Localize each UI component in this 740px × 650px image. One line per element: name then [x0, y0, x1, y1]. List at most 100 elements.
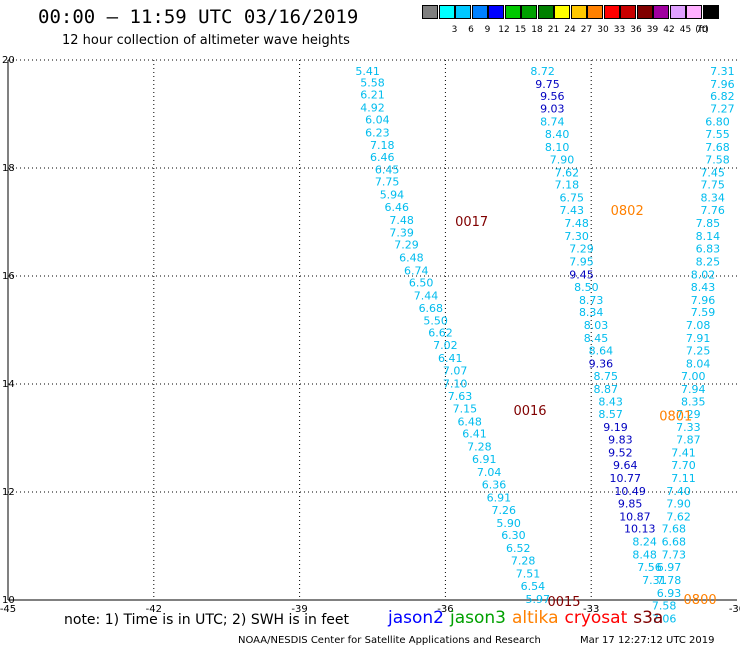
data-point-label: 7.27	[710, 103, 735, 116]
legend-swatch	[422, 5, 438, 19]
data-point-label: 8.43	[598, 395, 623, 408]
data-point-label: 8.64	[589, 345, 614, 358]
data-point-label: 6.83	[696, 242, 721, 255]
time-annotation: 0015	[547, 595, 580, 610]
y-tick-label: 10	[2, 595, 15, 606]
data-point-label: 7.41	[671, 447, 696, 460]
data-point-label: 8.03	[584, 319, 609, 332]
legend-swatch	[488, 5, 504, 19]
data-point-label: 7.28	[467, 441, 492, 454]
data-point-label: 6.36	[482, 478, 507, 491]
legend-label: 30	[597, 25, 609, 35]
legend-swatch	[521, 5, 537, 19]
units-note: note: 1) Time is in UTC; 2) SWH is in fe…	[64, 612, 350, 628]
data-point-label: 7.90	[550, 153, 575, 166]
y-tick-label: 14	[2, 379, 15, 390]
legend-swatch	[570, 5, 587, 19]
data-point-label: 6.48	[457, 415, 482, 428]
data-point-label: 5.41	[355, 65, 380, 78]
data-point-label: 7.76	[700, 204, 725, 217]
data-point-label: 7.48	[564, 217, 589, 230]
data-point-label: 6.52	[506, 542, 531, 555]
data-point-label: 7.18	[370, 139, 395, 152]
y-tick-label: 12	[2, 487, 15, 498]
data-point-label: 8.34	[579, 306, 604, 319]
data-point-label: 7.87	[676, 434, 701, 447]
legend-label: 33	[613, 25, 626, 35]
satellite-label: jason3	[450, 608, 506, 628]
chart-subtitle: 12 hour collection of altimeter wave hei…	[62, 33, 350, 48]
data-point-label: 7.96	[691, 294, 716, 307]
data-point-label: 7.63	[448, 390, 473, 403]
legend-label: 45	[679, 25, 692, 35]
data-point-label: 7.29	[676, 408, 701, 421]
data-point-label: 7.06	[652, 612, 677, 625]
data-point-label: 7.30	[564, 230, 589, 243]
data-point-label: 6.68	[419, 302, 444, 315]
legend-label: 9	[484, 25, 491, 35]
legend-unit: (ft)	[695, 25, 709, 35]
legend-swatch	[620, 5, 636, 19]
data-point-label: 10.49	[614, 485, 646, 498]
legend-label: 6	[468, 25, 474, 35]
data-point-label: 7.43	[560, 204, 585, 217]
legend-swatch	[669, 5, 686, 19]
legend-swatch	[603, 5, 620, 19]
data-point-label: 6.04	[365, 113, 390, 126]
data-point-label: 6.97	[657, 561, 682, 574]
data-point-label: 7.28	[511, 555, 536, 568]
legend-swatch	[653, 5, 669, 19]
data-point-label: 8.35	[681, 395, 706, 408]
data-point-label: 5.97	[525, 593, 550, 606]
data-point-label: 7.31	[710, 65, 735, 78]
footer-credit: NOAA/NESDIS Center for Satellite Applica…	[238, 635, 541, 646]
time-annotation: 0017	[455, 215, 488, 230]
data-point-label: 6.50	[409, 276, 434, 289]
time-annotation: 0802	[611, 204, 644, 219]
data-point-label: 6.41	[438, 352, 463, 365]
data-point-label: 8.40	[545, 128, 570, 141]
y-tick-label: 20	[2, 55, 15, 66]
legend-swatch	[471, 5, 488, 19]
data-point-label: 6.23	[365, 126, 390, 139]
data-point-label: 7.70	[671, 459, 696, 472]
data-point-label: 9.19	[603, 421, 628, 434]
data-point-label: 8.25	[696, 255, 721, 268]
data-point-label: 7.75	[700, 179, 725, 192]
data-point-label: 8.24	[632, 536, 657, 549]
data-point-label: 7.31	[642, 574, 667, 587]
legend-swatch	[504, 5, 521, 19]
data-point-label: 8.43	[691, 281, 716, 294]
data-point-label: 7.02	[433, 339, 458, 352]
data-point-label: 6.46	[370, 151, 395, 164]
data-point-label: 7.18	[555, 179, 580, 192]
data-point-label: 8.72	[530, 65, 555, 78]
data-point-label: 9.45	[569, 268, 594, 281]
legend-swatch	[636, 5, 653, 19]
data-point-label: 5.94	[380, 188, 405, 201]
legend-label: 70	[696, 25, 708, 35]
data-point-label: 7.68	[705, 141, 730, 154]
data-point-label: 9.64	[613, 459, 638, 472]
x-tick-label: -39	[291, 604, 307, 615]
satellite-legend: jason2 jason3 altika cryosat s3a	[388, 608, 669, 628]
data-point-label: 6.62	[428, 327, 453, 340]
time-annotation: 0016	[513, 404, 546, 419]
data-point-label: 6.91	[487, 491, 512, 504]
data-point-label: 6.74	[404, 265, 429, 278]
data-point-label: 9.36	[589, 357, 614, 370]
legend-swatch	[554, 5, 570, 19]
data-point-label: 9.83	[608, 434, 633, 447]
data-point-label: 8.87	[594, 383, 619, 396]
legend-label: 36	[630, 25, 642, 35]
data-point-label: 6.75	[560, 192, 585, 205]
data-point-label: 7.39	[389, 226, 414, 239]
y-tick-label: 18	[2, 163, 15, 174]
data-point-label: 7.00	[681, 370, 706, 383]
legend-swatch	[686, 5, 702, 19]
footer-timestamp: Mar 17 12:27:12 UTC 2019	[580, 635, 715, 646]
data-point-label: 7.15	[453, 402, 478, 415]
data-point-label: 7.85	[696, 217, 721, 230]
data-point-label: 7.73	[662, 549, 687, 562]
legend-label: 27	[580, 25, 593, 35]
